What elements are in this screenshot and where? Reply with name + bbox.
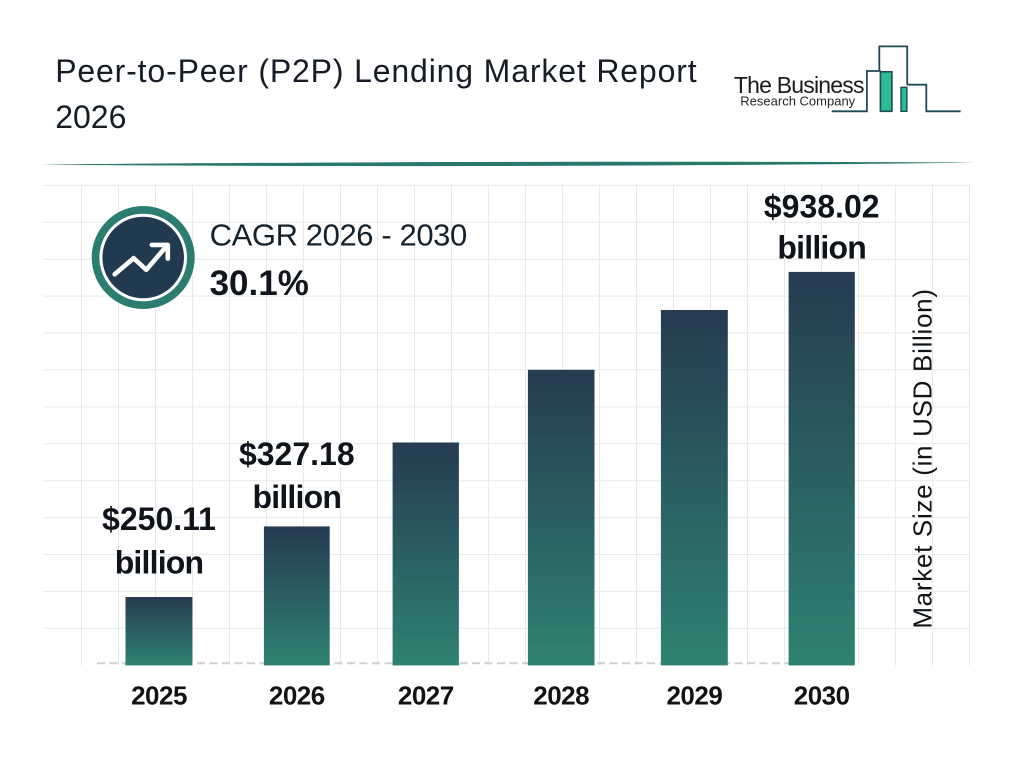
svg-text:30.1%: 30.1% — [210, 264, 309, 303]
svg-text:$938.02: $938.02 — [764, 189, 880, 225]
svg-text:$250.11: $250.11 — [102, 501, 216, 537]
svg-text:The Business: The Business — [734, 72, 864, 98]
svg-text:Market Size (in USD Billion): Market Size (in USD Billion) — [908, 288, 938, 628]
svg-text:2029: 2029 — [666, 681, 722, 711]
svg-text:2026: 2026 — [55, 99, 126, 135]
svg-text:Peer-to-Peer (P2P) Lending Mar: Peer-to-Peer (P2P) Lending Market Report — [55, 53, 697, 89]
svg-text:billion: billion — [115, 544, 204, 580]
svg-text:billion: billion — [252, 479, 341, 515]
svg-text:2026: 2026 — [269, 681, 325, 711]
svg-text:billion: billion — [777, 230, 866, 266]
svg-text:Research Company: Research Company — [740, 93, 855, 108]
svg-text:2028: 2028 — [533, 681, 589, 711]
svg-text:$327.18: $327.18 — [239, 436, 355, 472]
svg-text:2027: 2027 — [398, 681, 454, 711]
svg-text:2025: 2025 — [131, 681, 187, 711]
svg-text:2030: 2030 — [794, 681, 850, 711]
svg-text:CAGR 2026 - 2030: CAGR 2026 - 2030 — [210, 218, 467, 253]
